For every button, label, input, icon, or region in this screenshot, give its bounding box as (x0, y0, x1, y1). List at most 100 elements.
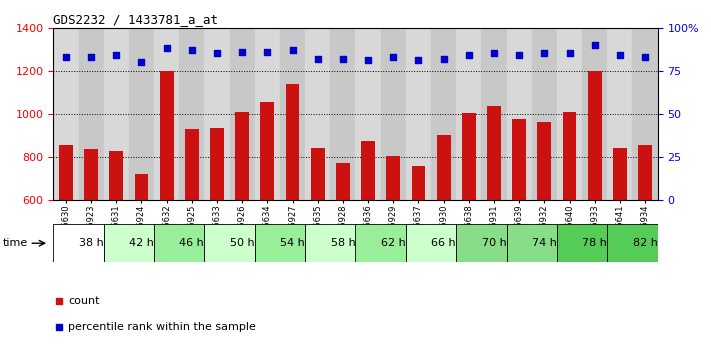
Bar (380, 28, 406, 200)
Text: GDS2232 / 1433781_a_at: GDS2232 / 1433781_a_at (53, 13, 218, 27)
Text: count: count (68, 296, 100, 306)
Bar (255, 28, 280, 200)
Bar (305, 224, 356, 262)
Bar (506, 28, 532, 200)
Bar (532, 28, 557, 200)
Bar (638, 145, 652, 200)
Point (262, 49, 273, 55)
Bar (456, 28, 481, 200)
Bar (456, 224, 506, 262)
Bar (633, 28, 658, 200)
Bar (230, 28, 255, 200)
Bar (78, 28, 104, 200)
Bar (336, 164, 350, 200)
Text: 46 h: 46 h (179, 238, 204, 248)
Point (85, 54, 97, 60)
Text: 38 h: 38 h (79, 238, 104, 248)
Bar (104, 224, 154, 262)
Bar (406, 224, 456, 262)
Text: 78 h: 78 h (582, 238, 607, 248)
Point (639, 54, 651, 60)
Bar (562, 112, 577, 200)
Bar (154, 28, 179, 200)
Bar (431, 28, 456, 200)
Point (539, 51, 550, 56)
Bar (205, 224, 255, 262)
Text: 42 h: 42 h (129, 238, 154, 248)
Bar (305, 28, 331, 200)
Text: 54 h: 54 h (280, 238, 305, 248)
Point (614, 52, 626, 58)
Bar (557, 224, 607, 262)
Bar (311, 148, 325, 200)
Point (463, 52, 474, 58)
Point (186, 47, 198, 53)
Bar (481, 28, 506, 200)
Text: 70 h: 70 h (481, 238, 506, 248)
Bar (613, 148, 627, 200)
Text: 58 h: 58 h (331, 238, 356, 248)
Point (237, 49, 248, 55)
Bar (506, 224, 557, 262)
Text: time: time (3, 238, 28, 248)
Bar (437, 136, 451, 200)
Bar (280, 28, 305, 200)
Point (136, 59, 147, 65)
Point (513, 52, 525, 58)
Bar (185, 129, 199, 200)
Bar (538, 122, 551, 200)
Bar (109, 150, 123, 200)
Point (589, 42, 600, 48)
Bar (179, 28, 205, 200)
Bar (386, 156, 400, 200)
Bar (412, 166, 425, 200)
Bar (129, 28, 154, 200)
Bar (361, 141, 375, 200)
Bar (356, 28, 380, 200)
Bar (462, 113, 476, 200)
Bar (154, 224, 205, 262)
Bar (59, 145, 73, 200)
Point (337, 56, 348, 61)
Bar (160, 71, 173, 200)
Bar (512, 119, 526, 200)
Point (211, 51, 223, 56)
Point (312, 56, 324, 61)
Point (438, 56, 449, 61)
Bar (205, 28, 230, 200)
Bar (134, 174, 149, 200)
Point (60, 54, 72, 60)
Bar (582, 28, 607, 200)
Point (413, 58, 424, 63)
Point (111, 52, 122, 58)
Bar (53, 224, 104, 262)
Point (363, 58, 374, 63)
Bar (406, 28, 431, 200)
Bar (356, 224, 406, 262)
Bar (53, 28, 78, 200)
Bar (286, 84, 299, 200)
Point (161, 46, 172, 51)
Bar (607, 224, 658, 262)
Bar (588, 71, 602, 200)
Bar (235, 112, 249, 200)
Bar (255, 224, 305, 262)
Text: percentile rank within the sample: percentile rank within the sample (68, 322, 256, 332)
Bar (487, 106, 501, 200)
Text: 82 h: 82 h (633, 238, 658, 248)
Bar (84, 149, 98, 200)
Point (287, 47, 298, 53)
Bar (557, 28, 582, 200)
Bar (607, 28, 633, 200)
Bar (104, 28, 129, 200)
Bar (331, 28, 356, 200)
Point (488, 51, 500, 56)
Point (387, 54, 399, 60)
Bar (260, 102, 274, 200)
Text: 74 h: 74 h (532, 238, 557, 248)
Text: 50 h: 50 h (230, 238, 255, 248)
Bar (210, 128, 224, 200)
Text: 62 h: 62 h (381, 238, 406, 248)
Text: 66 h: 66 h (432, 238, 456, 248)
Point (564, 51, 575, 56)
